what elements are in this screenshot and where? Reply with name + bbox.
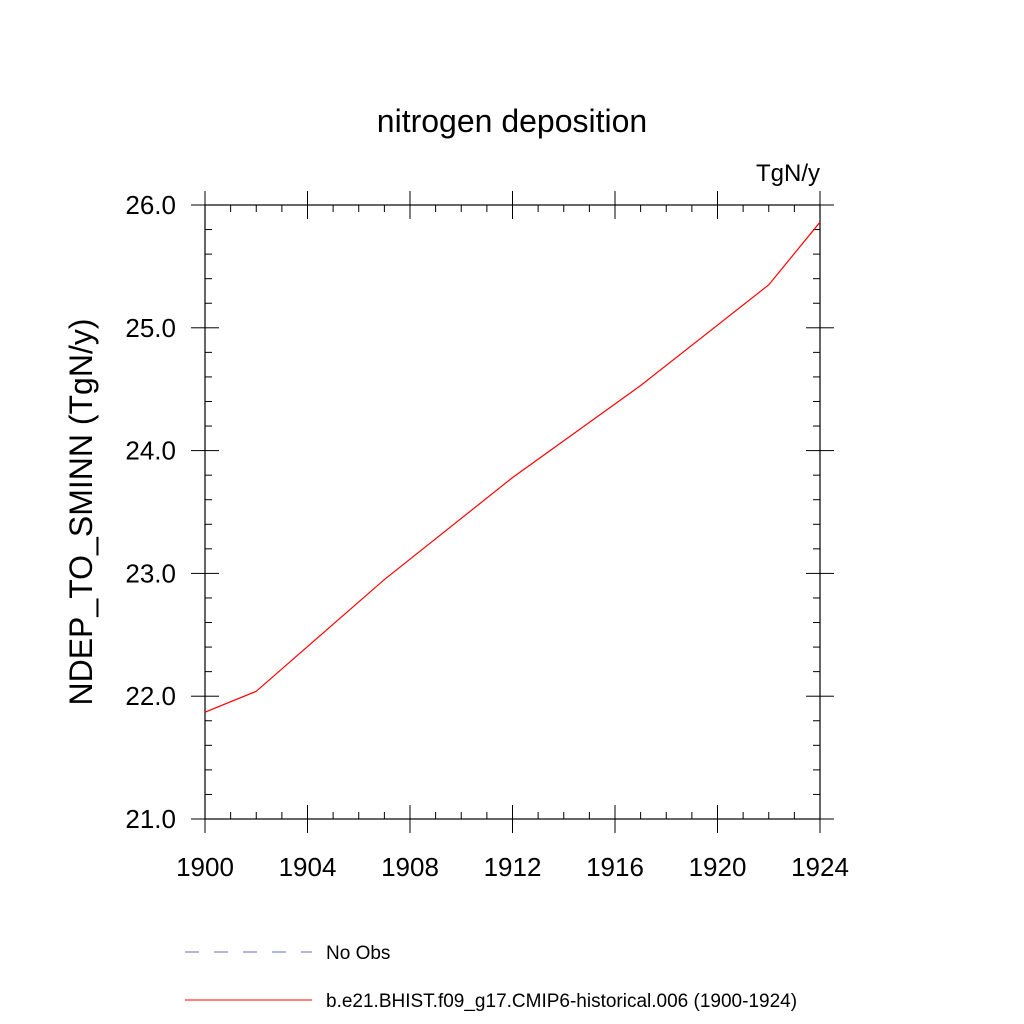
tick-labels: 1900 1904 1908 1912 1916 1920 1924 21.0 22.0 23.0… bbox=[125, 190, 849, 882]
x-tick-label: 1920 bbox=[689, 852, 747, 882]
series-lines bbox=[204, 221, 821, 713]
series-line bbox=[204, 221, 821, 713]
y-tick-label: 26.0 bbox=[125, 190, 176, 220]
y-tick-label: 23.0 bbox=[125, 558, 176, 588]
y-tick-label: 25.0 bbox=[125, 313, 176, 343]
x-tick-label: 1924 bbox=[791, 852, 849, 882]
plot-frame bbox=[204, 204, 821, 820]
units-label: TgN/y bbox=[756, 160, 820, 187]
y-tick-label: 22.0 bbox=[125, 681, 176, 711]
y-tick-label: 24.0 bbox=[125, 436, 176, 466]
x-tick-label: 1912 bbox=[484, 852, 542, 882]
legend-label: b.e21.BHIST.f09_g17.CMIP6-historical.006… bbox=[326, 991, 797, 1012]
chart-title: nitrogen deposition bbox=[377, 103, 647, 139]
y-axis-label: NDEP_TO_SMINN (TgN/y) bbox=[63, 318, 99, 705]
legend: No Obs b.e21.BHIST.f09_g17.CMIP6-historic… bbox=[185, 943, 797, 1012]
y-tick-label: 21.0 bbox=[125, 804, 176, 834]
x-tick-label: 1916 bbox=[586, 852, 644, 882]
x-tick-label: 1908 bbox=[381, 852, 439, 882]
x-tick-label: 1904 bbox=[279, 852, 337, 882]
x-tick-label: 1900 bbox=[176, 852, 234, 882]
tick-marks bbox=[191, 191, 834, 833]
legend-label: No Obs bbox=[326, 943, 390, 964]
